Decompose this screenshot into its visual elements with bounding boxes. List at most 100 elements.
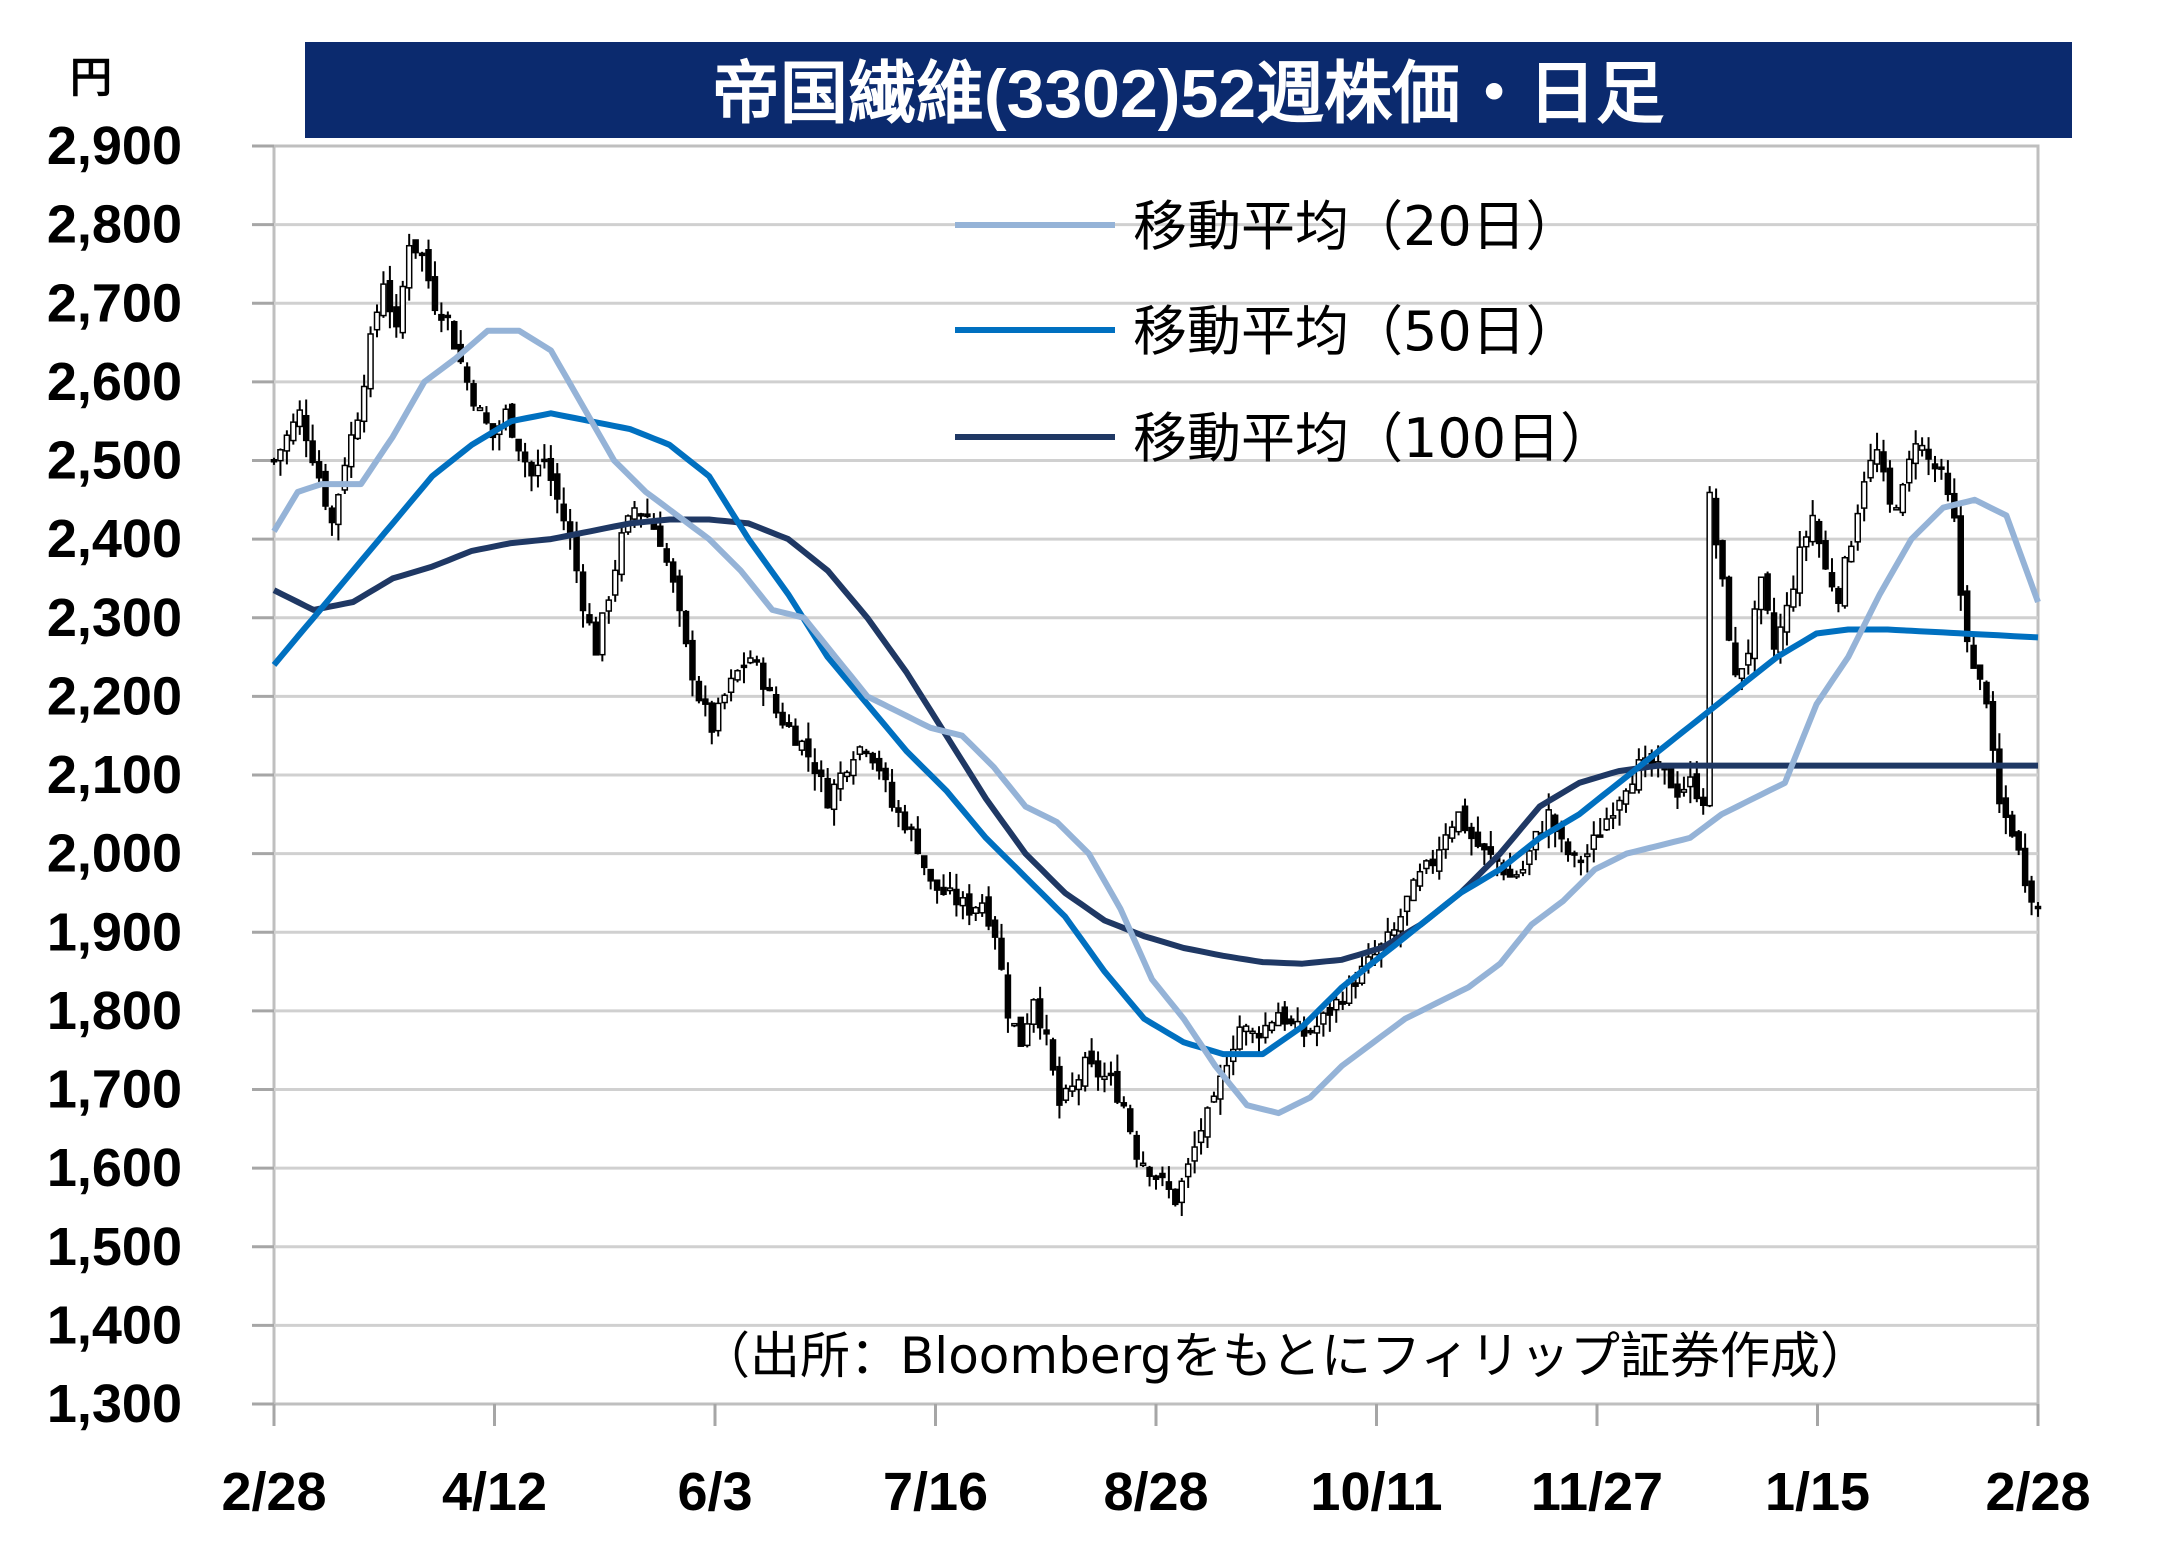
candle bbox=[1133, 1130, 1140, 1168]
candle bbox=[1584, 844, 1591, 873]
legend-item: 移動平均（20日） bbox=[955, 195, 1580, 258]
candle bbox=[760, 657, 767, 707]
candle bbox=[1017, 1016, 1025, 1047]
legend-item: 移動平均（100日） bbox=[955, 407, 1614, 470]
candle bbox=[1674, 771, 1681, 809]
candle bbox=[1796, 530, 1804, 607]
candle bbox=[1436, 836, 1443, 880]
candle bbox=[328, 505, 336, 536]
candle bbox=[1790, 575, 1797, 612]
title-banner bbox=[305, 42, 2072, 138]
candle bbox=[1036, 986, 1044, 1040]
y-tick-label: 2,400 bbox=[47, 509, 182, 569]
candle bbox=[560, 487, 567, 531]
candle bbox=[740, 652, 748, 684]
candle bbox=[1719, 539, 1726, 587]
candle bbox=[1564, 838, 1572, 862]
candle bbox=[1912, 430, 1919, 480]
candle bbox=[1165, 1166, 1173, 1199]
candle bbox=[1732, 626, 1739, 678]
candle bbox=[1468, 822, 1475, 856]
candle bbox=[1455, 811, 1462, 836]
candle bbox=[1333, 996, 1340, 1023]
candle bbox=[1745, 639, 1752, 675]
candle bbox=[1094, 1051, 1102, 1091]
candle bbox=[721, 693, 728, 710]
candle bbox=[1802, 530, 1810, 562]
x-tick-label: 6/3 bbox=[677, 1462, 752, 1522]
candle bbox=[882, 762, 889, 793]
candle bbox=[946, 871, 954, 895]
candle bbox=[1886, 460, 1894, 513]
candle bbox=[895, 800, 902, 828]
source-note: （出所：Bloombergをもとにフィリップ証券作成） bbox=[700, 1327, 1870, 1385]
candle bbox=[592, 616, 600, 656]
candle bbox=[998, 923, 1005, 971]
candle bbox=[528, 460, 535, 492]
candle bbox=[1931, 455, 1939, 483]
candle bbox=[920, 855, 928, 876]
candle bbox=[959, 891, 967, 920]
candle bbox=[1680, 776, 1688, 797]
candle bbox=[373, 304, 381, 338]
candle bbox=[817, 760, 825, 793]
candle bbox=[1043, 1014, 1050, 1046]
candle bbox=[1783, 592, 1791, 646]
candle bbox=[579, 564, 587, 628]
candle bbox=[1616, 796, 1623, 826]
candle bbox=[1204, 1106, 1211, 1149]
candle bbox=[875, 750, 883, 780]
candle bbox=[1120, 1096, 1128, 1109]
candle bbox=[1577, 855, 1585, 876]
candle bbox=[644, 498, 651, 519]
candle bbox=[1571, 850, 1578, 868]
candle bbox=[914, 816, 922, 855]
candle bbox=[290, 413, 297, 445]
candle bbox=[605, 596, 613, 624]
candle bbox=[309, 424, 316, 466]
candle bbox=[2015, 829, 2022, 856]
candle bbox=[1706, 486, 1713, 808]
candle bbox=[393, 294, 400, 338]
candle bbox=[1841, 555, 1849, 609]
candle bbox=[1764, 571, 1771, 615]
x-axis-ticks: 2/28 4/12 6/3 7/16 8/28 10/11 11/27 1/15 2/28 bbox=[221, 1404, 2091, 1522]
candle bbox=[1944, 460, 1952, 502]
candle bbox=[360, 374, 368, 433]
y-tick-label: 2,300 bbox=[47, 588, 182, 648]
candle bbox=[1268, 1020, 1276, 1034]
candle bbox=[766, 678, 773, 692]
candle bbox=[798, 739, 806, 756]
candle bbox=[1809, 500, 1816, 546]
ma20-line bbox=[271, 327, 2041, 1117]
candle bbox=[1873, 432, 1881, 473]
candle bbox=[1184, 1157, 1192, 1188]
candle bbox=[1191, 1131, 1198, 1174]
candle bbox=[972, 906, 979, 921]
candle bbox=[734, 669, 741, 683]
candle bbox=[1011, 1022, 1018, 1028]
candle bbox=[714, 697, 722, 737]
candle bbox=[1197, 1118, 1205, 1155]
candle bbox=[772, 686, 780, 719]
candle bbox=[663, 542, 670, 567]
x-tick-label: 2/28 bbox=[1985, 1462, 2090, 1522]
candle bbox=[1159, 1166, 1166, 1187]
candle bbox=[444, 311, 452, 331]
candle bbox=[1905, 450, 1913, 492]
candle bbox=[541, 444, 548, 469]
candle bbox=[985, 886, 992, 931]
candle bbox=[515, 438, 522, 462]
candle bbox=[1880, 439, 1887, 482]
candle bbox=[1725, 575, 1733, 642]
candlesticks bbox=[270, 233, 2042, 1217]
candle bbox=[534, 449, 542, 488]
candle bbox=[695, 675, 703, 704]
candle bbox=[1139, 1151, 1147, 1168]
candle bbox=[315, 450, 323, 483]
candle bbox=[1770, 597, 1778, 662]
candle bbox=[1075, 1074, 1082, 1106]
candle bbox=[611, 559, 619, 602]
candle bbox=[953, 873, 960, 917]
candle bbox=[2008, 810, 2016, 838]
